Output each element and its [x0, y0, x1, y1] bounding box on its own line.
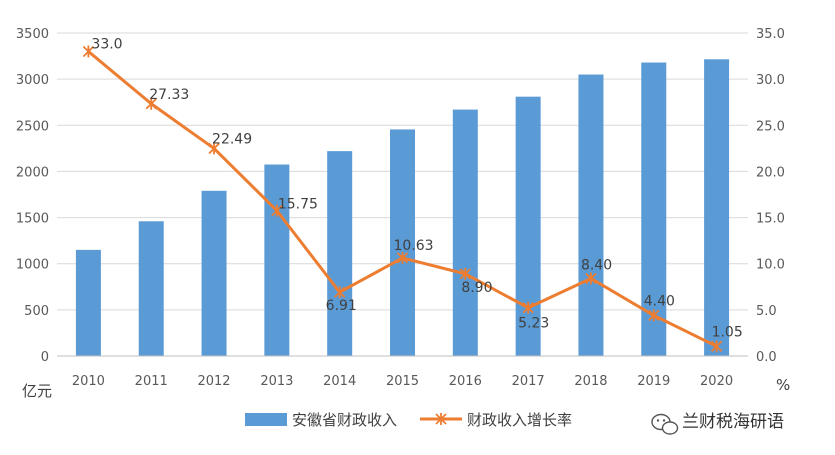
legend-bar-swatch: [245, 413, 287, 426]
data-label-2011: 27.33: [149, 87, 189, 103]
watermark-text: 兰财税海研语: [682, 412, 784, 432]
right-axis-unit: %: [776, 376, 790, 394]
legend-bar-label: 安徽省财政收入: [292, 411, 397, 429]
data-label-2016: 8.90: [461, 280, 492, 296]
bar-series: [75, 59, 730, 357]
right-tick-label: 30.0: [756, 73, 785, 88]
bar-2019: [641, 62, 667, 356]
data-label-2014: 6.91: [326, 298, 357, 314]
left-tick-label: 1500: [16, 212, 49, 227]
x-tick-label: 2020: [700, 374, 733, 389]
line-marker-2019: [648, 309, 660, 322]
left-tick-label: 2000: [16, 165, 49, 180]
x-tick-label: 2016: [449, 374, 482, 389]
left-tick-label: 1000: [16, 258, 49, 273]
data-label-2015: 10.63: [394, 238, 434, 254]
x-tick-label: 2012: [197, 374, 230, 389]
line-marker-2011: [145, 97, 157, 110]
left-tick-label: 500: [24, 304, 49, 319]
bar-2011: [138, 221, 164, 356]
right-tick-label: 35.0: [756, 27, 785, 42]
left-tick-label: 0: [41, 350, 49, 365]
x-tick-label: 2015: [386, 374, 419, 389]
left-axis-unit: 亿元: [22, 382, 52, 400]
x-tick-label: 2019: [637, 374, 670, 389]
line-series: [82, 45, 723, 353]
x-tick-label: 2013: [260, 374, 293, 389]
line-marker-2016: [459, 267, 471, 280]
legend-asterisk-marker: [435, 413, 447, 425]
right-tick-label: 15.0: [756, 212, 785, 227]
x-tick-label: 2018: [574, 374, 607, 389]
data-label-2012: 22.49: [212, 131, 252, 147]
legend: 安徽省财政收入 财政收入增长率: [245, 411, 572, 429]
bar-2018: [578, 74, 604, 357]
bar-2012: [201, 190, 227, 356]
bar-2013: [264, 164, 290, 356]
data-label-2019: 4.40: [644, 293, 675, 309]
left-tick-label: 3500: [16, 27, 49, 42]
data-label-2017: 5.23: [518, 316, 549, 332]
right-tick-label: 10.0: [756, 258, 785, 273]
x-tick-label: 2017: [512, 374, 545, 389]
right-tick-label: 25.0: [756, 119, 785, 134]
line-marker-2010: [82, 45, 95, 58]
bar-2015: [390, 129, 415, 356]
line-marker-2020: [710, 340, 723, 353]
data-label-2020: 1.05: [712, 324, 743, 340]
watermark: 兰财税海研语: [651, 412, 784, 435]
bar-2010: [75, 249, 101, 356]
bar-2020: [704, 59, 730, 357]
data-label-2010: 33.0: [91, 36, 122, 52]
data-label-2013: 15.75: [278, 197, 318, 213]
data-label-2018: 8.40: [581, 257, 612, 273]
left-tick-label: 3000: [16, 73, 49, 88]
line-marker-2015: [396, 251, 409, 264]
line-marker-2013: [271, 204, 283, 217]
right-tick-label: 5.0: [756, 304, 777, 319]
bar-2014: [327, 151, 353, 356]
right-tick-label: 20.0: [756, 165, 785, 180]
x-tick-label: 2011: [135, 374, 168, 389]
line-marker-2014: [334, 286, 346, 299]
x-tick-label: 2010: [72, 374, 105, 389]
data-labels: 33.0 27.33 22.49 15.75 6.91 10.63 8.90 5.23 8.40…: [91, 36, 742, 340]
axes: 0 500 1000 1500 2000 2500 3000 3500 0.0 5.0 10.0 15…: [16, 27, 785, 389]
line-marker-2012: [208, 142, 220, 155]
wechat-icon: [651, 413, 679, 435]
line-marker-2017: [522, 301, 534, 314]
legend-line-marker: [435, 413, 447, 425]
left-tick-label: 2500: [16, 119, 49, 134]
x-tick-label: 2014: [323, 374, 356, 389]
legend-line-label: 财政收入增长率: [467, 411, 572, 429]
right-tick-label: 0.0: [756, 350, 777, 365]
line-marker-2018: [585, 272, 597, 285]
bar-2016: [452, 109, 478, 357]
